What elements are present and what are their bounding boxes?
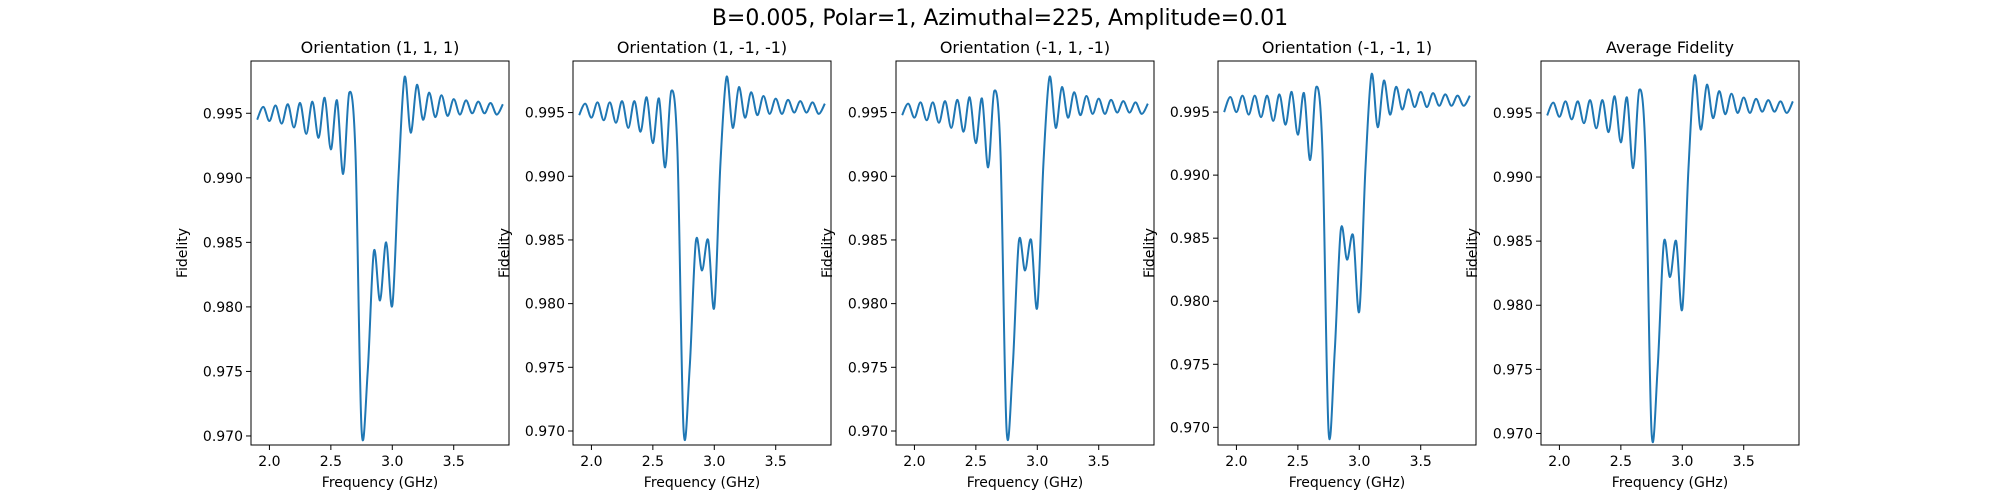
y-tick-label: 0.985 [1493, 234, 1533, 250]
y-tick-label: 0.975 [848, 360, 888, 376]
y-axis-label: Fidelity [820, 228, 836, 278]
figure-suptitle: B=0.005, Polar=1, Azimuthal=225, Amplitu… [711, 6, 1289, 31]
y-tick-label: 0.995 [1170, 105, 1210, 121]
y-tick-label: 0.975 [525, 360, 565, 376]
y-axis-label: Fidelity [1465, 228, 1481, 278]
subplot-title: Orientation (1, -1, -1) [617, 38, 787, 57]
x-tick-label: 2.5 [320, 454, 342, 470]
x-axis-label: Frequency (GHz) [1612, 475, 1728, 491]
x-tick-label: 3.0 [703, 454, 725, 470]
x-tick-label: 3.5 [1410, 454, 1432, 470]
y-tick-label: 0.970 [203, 429, 243, 445]
y-tick-label: 0.975 [1493, 362, 1533, 378]
x-tick-label: 2.5 [965, 454, 987, 470]
x-tick-label: 3.0 [381, 454, 403, 470]
x-tick-label: 2.0 [258, 454, 280, 470]
y-tick-label: 0.985 [1170, 231, 1210, 247]
x-tick-label: 2.5 [1610, 454, 1632, 470]
y-tick-label: 0.980 [1493, 298, 1533, 314]
series-line [1223, 73, 1471, 441]
y-tick-label: 0.980 [1170, 294, 1210, 310]
x-axis-label: Frequency (GHz) [967, 475, 1083, 491]
y-tick-label: 0.980 [525, 297, 565, 313]
y-tick-label: 0.980 [848, 297, 888, 313]
subplot: 2.0 2.5 3.0 3.5 0.970 0.975 0.980 0.985 0.990 0.9… [820, 38, 1155, 491]
axes-frame [572, 60, 832, 446]
subplot: 2.0 2.5 3.0 3.5 0.970 0.975 0.980 0.985 0.990 0.9… [497, 38, 832, 491]
x-tick-label: 3.0 [1026, 454, 1048, 470]
x-axis-label: Frequency (GHz) [644, 475, 760, 491]
subplot: 2.0 2.5 3.0 3.5 0.970 0.975 0.980 0.985 0.990 0.9… [1142, 38, 1477, 491]
y-tick-label: 0.970 [848, 424, 888, 440]
y-tick-label: 0.970 [1170, 420, 1210, 436]
y-axis-label: Fidelity [497, 228, 513, 278]
x-tick-label: 3.5 [1733, 454, 1755, 470]
series-line [256, 76, 504, 442]
x-tick-label: 2.0 [580, 454, 602, 470]
series-line [578, 75, 826, 441]
x-tick-label: 3.0 [1671, 454, 1693, 470]
y-tick-label: 0.975 [203, 364, 243, 380]
subplot-title: Orientation (-1, -1, 1) [1262, 38, 1432, 57]
x-tick-label: 3.5 [765, 454, 787, 470]
y-axis-label: Fidelity [175, 228, 191, 278]
x-axis-label: Frequency (GHz) [1289, 475, 1405, 491]
axes-frame [1217, 60, 1477, 446]
subplot-title: Orientation (1, 1, 1) [301, 38, 460, 57]
y-tick-label: 0.995 [525, 106, 565, 122]
subplot: 2.0 2.5 3.0 3.5 0.970 0.975 0.980 0.985 0.990 0.9… [175, 38, 510, 491]
x-tick-label: 3.0 [1348, 454, 1370, 470]
x-tick-label: 3.5 [443, 454, 465, 470]
subplot-title: Orientation (-1, 1, -1) [940, 38, 1110, 57]
x-tick-label: 2.5 [1287, 454, 1309, 470]
x-tick-label: 3.5 [1088, 454, 1110, 470]
y-tick-label: 0.970 [1493, 426, 1533, 442]
x-tick-label: 2.5 [642, 454, 664, 470]
x-tick-label: 2.0 [903, 454, 925, 470]
y-tick-label: 0.995 [1493, 106, 1533, 122]
series-line [1546, 74, 1794, 443]
y-tick-label: 0.990 [525, 169, 565, 185]
y-tick-label: 0.995 [848, 106, 888, 122]
y-tick-label: 0.990 [1170, 168, 1210, 184]
y-tick-label: 0.990 [203, 171, 243, 187]
y-tick-label: 0.980 [203, 300, 243, 316]
series-line [901, 75, 1149, 441]
x-tick-label: 2.0 [1225, 454, 1247, 470]
y-tick-label: 0.975 [1170, 357, 1210, 373]
axes-frame [1540, 60, 1800, 446]
axes-frame [895, 60, 1155, 446]
x-axis-label: Frequency (GHz) [322, 475, 438, 491]
y-tick-label: 0.985 [525, 233, 565, 249]
y-tick-label: 0.990 [848, 169, 888, 185]
axes-frame [250, 60, 510, 446]
y-tick-label: 0.970 [525, 424, 565, 440]
subplot: 2.0 2.5 3.0 3.5 0.970 0.975 0.980 0.985 0.990 0.9… [1465, 38, 1800, 491]
y-tick-label: 0.990 [1493, 170, 1533, 186]
x-tick-label: 2.0 [1548, 454, 1570, 470]
y-tick-label: 0.995 [203, 106, 243, 122]
y-axis-label: Fidelity [1142, 228, 1158, 278]
y-tick-label: 0.985 [203, 235, 243, 251]
subplot-title: Average Fidelity [1606, 38, 1734, 57]
y-tick-label: 0.985 [848, 233, 888, 249]
